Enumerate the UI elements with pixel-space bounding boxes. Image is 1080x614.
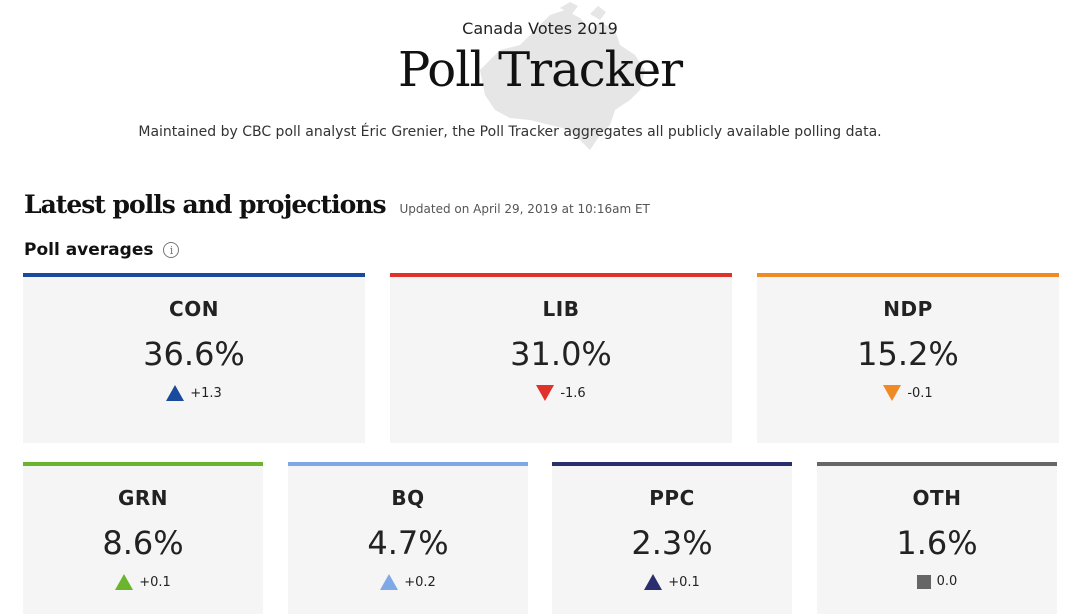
party-card-ndp: NDP 15.2% -0.1 <box>757 273 1059 443</box>
party-card-oth: OTH 1.6% 0.0 <box>817 462 1057 614</box>
change-value: +0.1 <box>668 574 700 590</box>
change-value: +1.3 <box>190 385 222 401</box>
party-change: +1.3 <box>23 385 365 401</box>
party-change: +0.1 <box>552 574 792 590</box>
party-change: 0.0 <box>817 574 1057 589</box>
section-header: Latest polls and projections Updated on … <box>24 190 650 219</box>
party-change: -0.1 <box>757 385 1059 401</box>
party-card-con: CON 36.6% +1.3 <box>23 273 365 443</box>
change-indicator-icon <box>916 574 931 589</box>
party-percentage: 8.6% <box>102 524 184 562</box>
change-indicator-icon <box>883 385 902 401</box>
party-card-lib: LIB 31.0% -1.6 <box>390 273 732 443</box>
party-name: OTH <box>912 486 962 510</box>
page-description: Maintained by CBC poll analyst Éric Gren… <box>138 124 882 140</box>
change-value: 0.0 <box>936 574 958 589</box>
canada-map-icon <box>480 2 645 150</box>
party-change: +0.1 <box>23 574 263 590</box>
info-icon[interactable]: i <box>163 242 180 258</box>
party-percentage: 15.2% <box>857 335 959 373</box>
updated-timestamp: Updated on April 29, 2019 at 10:16am ET <box>399 202 650 216</box>
party-name: LIB <box>542 297 580 321</box>
change-indicator-icon <box>380 574 399 590</box>
party-card-grn: GRN 8.6% +0.1 <box>23 462 263 614</box>
change-indicator-icon <box>644 574 663 590</box>
party-name: CON <box>169 297 219 321</box>
change-value: +0.1 <box>139 574 171 590</box>
poll-averages-heading: Poll averages i <box>24 240 180 260</box>
party-percentage: 2.3% <box>631 524 713 562</box>
change-value: +0.2 <box>404 574 436 590</box>
poll-averages-label: Poll averages <box>24 240 154 260</box>
change-indicator-icon <box>166 385 185 401</box>
change-value: -1.6 <box>560 385 586 401</box>
party-percentage: 4.7% <box>367 524 449 562</box>
party-card-ppc: PPC 2.3% +0.1 <box>552 462 792 614</box>
party-name: BQ <box>391 486 425 510</box>
page-title: Poll Tracker <box>397 42 683 98</box>
party-percentage: 1.6% <box>896 524 978 562</box>
party-percentage: 36.6% <box>143 335 245 373</box>
party-card-bq: BQ 4.7% +0.2 <box>288 462 528 614</box>
change-indicator-icon <box>536 385 555 401</box>
party-name: NDP <box>883 297 933 321</box>
change-value: -0.1 <box>907 385 933 401</box>
change-indicator-icon <box>115 574 134 590</box>
party-change: -1.6 <box>390 385 732 401</box>
party-name: GRN <box>117 486 169 510</box>
party-percentage: 31.0% <box>510 335 612 373</box>
page-kicker: Canada Votes 2019 <box>462 19 618 38</box>
party-name: PPC <box>649 486 695 510</box>
party-change: +0.2 <box>288 574 528 590</box>
section-title: Latest polls and projections <box>24 190 387 219</box>
